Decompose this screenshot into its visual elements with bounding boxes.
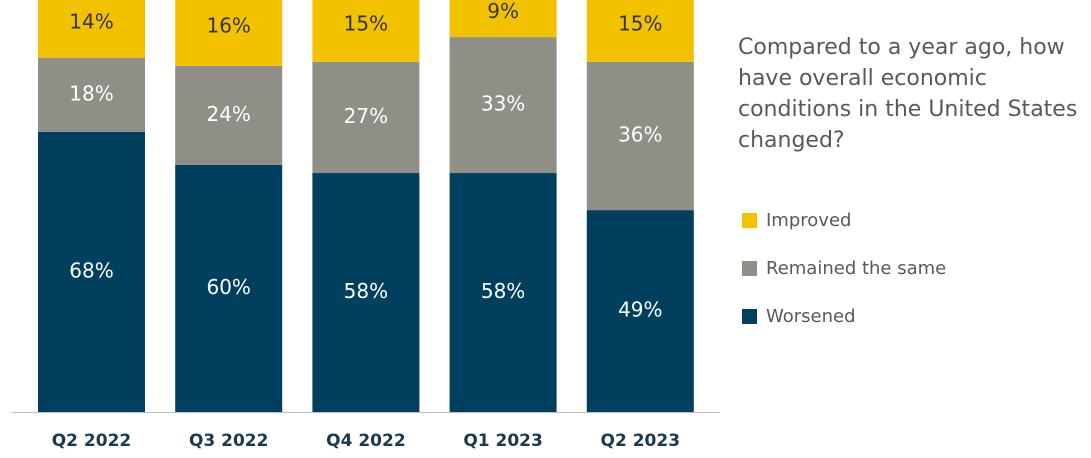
value-label: 14% <box>69 9 113 33</box>
legend: Improved Remained the same Worsened <box>742 196 946 340</box>
legend-swatch <box>742 308 757 324</box>
legend-swatch <box>742 212 757 228</box>
value-label: 68% <box>69 258 113 282</box>
bar-segment <box>175 0 283 66</box>
legend-item: Worsened <box>742 292 946 340</box>
value-label: 58% <box>344 279 388 303</box>
legend-swatch <box>742 260 757 276</box>
value-label: 15% <box>618 11 662 35</box>
x-tick-label: Q2 2023 <box>601 431 681 451</box>
value-label: 60% <box>206 275 250 299</box>
value-label: 9% <box>487 0 519 23</box>
bar-segment <box>175 65 283 165</box>
bar-segment <box>38 131 145 412</box>
value-label: 18% <box>69 81 113 105</box>
bar-segment <box>38 0 145 58</box>
value-label: 15% <box>344 11 388 35</box>
chart-title: Compared to a year ago, how have overall… <box>738 35 1078 153</box>
x-tick-label: Q2 2022 <box>52 431 132 451</box>
legend-label: Worsened <box>766 305 856 327</box>
bar-segment <box>449 37 557 174</box>
bar-segment <box>586 0 694 62</box>
bar-segment <box>38 57 145 132</box>
bar-segment <box>312 0 420 62</box>
value-label: 16% <box>206 13 250 37</box>
x-tick-label: Q3 2022 <box>189 431 269 451</box>
value-label: 49% <box>618 298 662 322</box>
bar-segment <box>175 164 283 412</box>
value-label: 58% <box>481 279 525 303</box>
value-label: 33% <box>481 92 525 116</box>
legend-label: Improved <box>766 209 852 231</box>
chart: 68% 18% 14% Q2 2022 60% 24% 16% Q3 2022 58% 27% 15… <box>12 0 720 451</box>
legend-label: Remained the same <box>766 257 947 279</box>
bar-segment <box>449 173 557 412</box>
value-label: 27% <box>344 104 388 128</box>
x-tick-label: Q1 2023 <box>463 431 543 451</box>
value-label: 36% <box>618 122 662 146</box>
legend-item: Remained the same <box>742 244 946 292</box>
x-tick-label: Q4 2022 <box>326 431 406 451</box>
bar-segment <box>586 61 694 211</box>
bar-segment <box>312 173 420 412</box>
bar-segment <box>312 61 420 174</box>
bar-segment <box>586 210 694 412</box>
bar-segment <box>449 0 557 38</box>
value-label: 24% <box>206 102 250 126</box>
legend-item: Improved <box>742 196 946 244</box>
